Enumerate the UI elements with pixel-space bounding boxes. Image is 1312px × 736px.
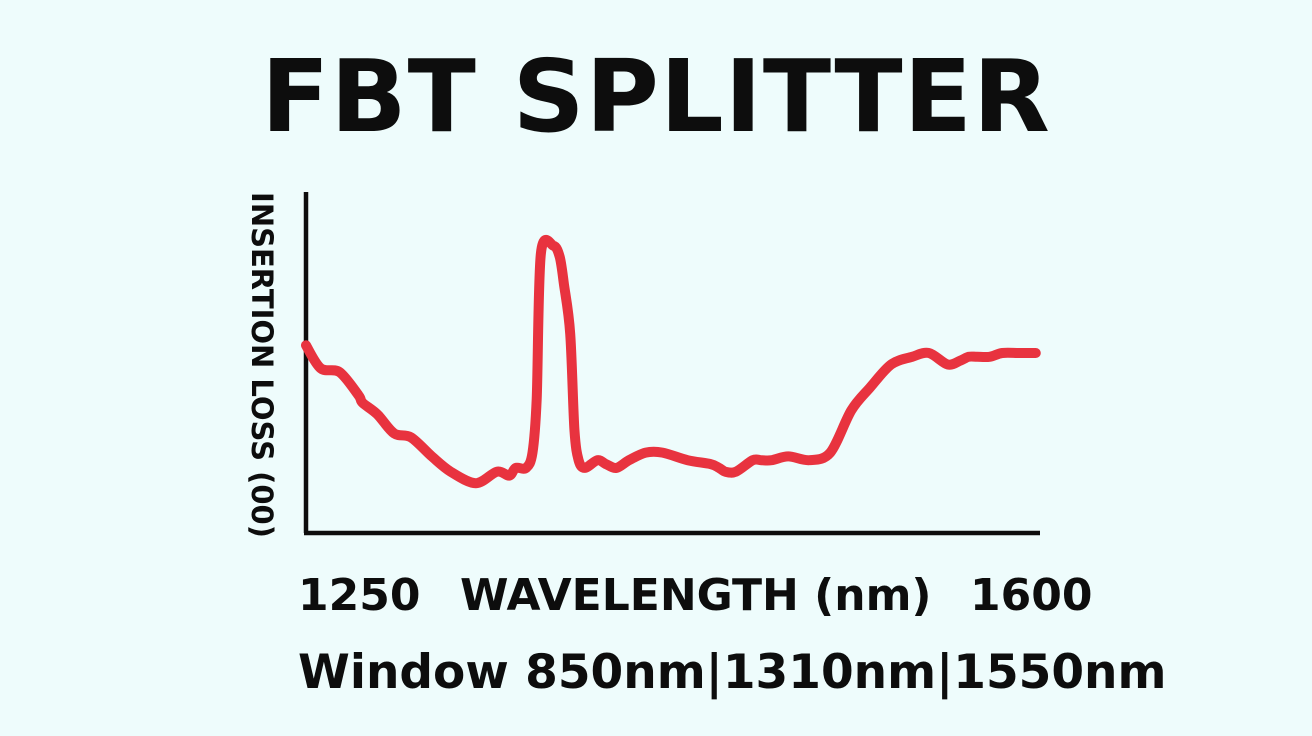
series-line-0 [301,235,1041,489]
y-axis-label: INSERTION LOSS (00) [245,192,279,538]
chart-title: FBT SPLITTER [261,38,1051,155]
x-tick-label-start: 1250 [298,570,421,621]
wavelength-window-caption: Window 850nm|1310nm|1550nm [298,645,1167,700]
x-tick-label-end: 1600 [970,570,1093,621]
x-axis-label: WAVELENGTH (nm) [460,570,932,621]
